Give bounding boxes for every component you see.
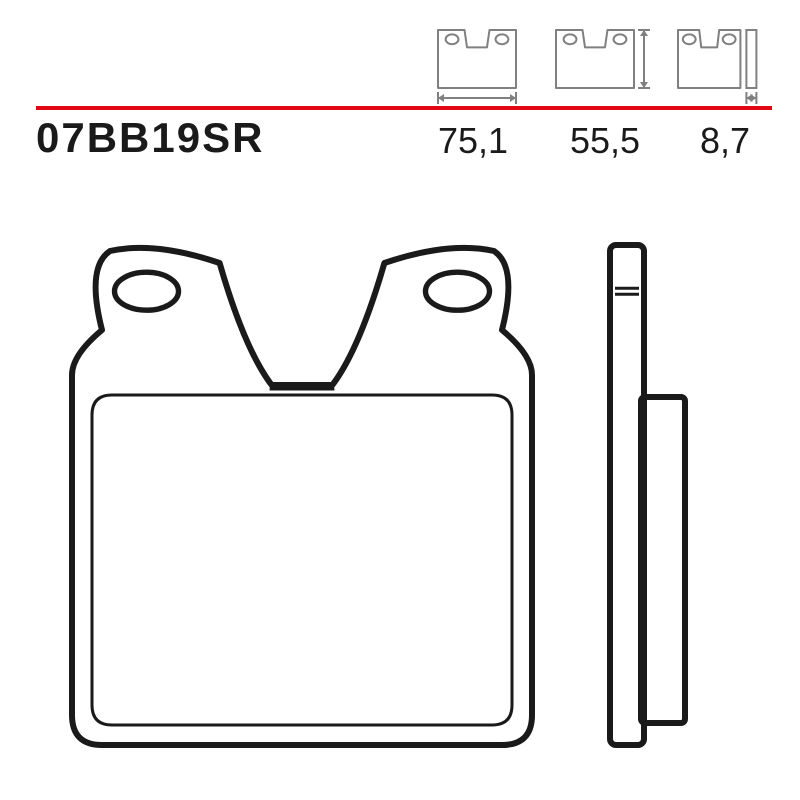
technical-drawing	[0, 0, 800, 800]
diagram-stage: 07BB19SR 75,1 55,5 8,7	[0, 0, 800, 800]
